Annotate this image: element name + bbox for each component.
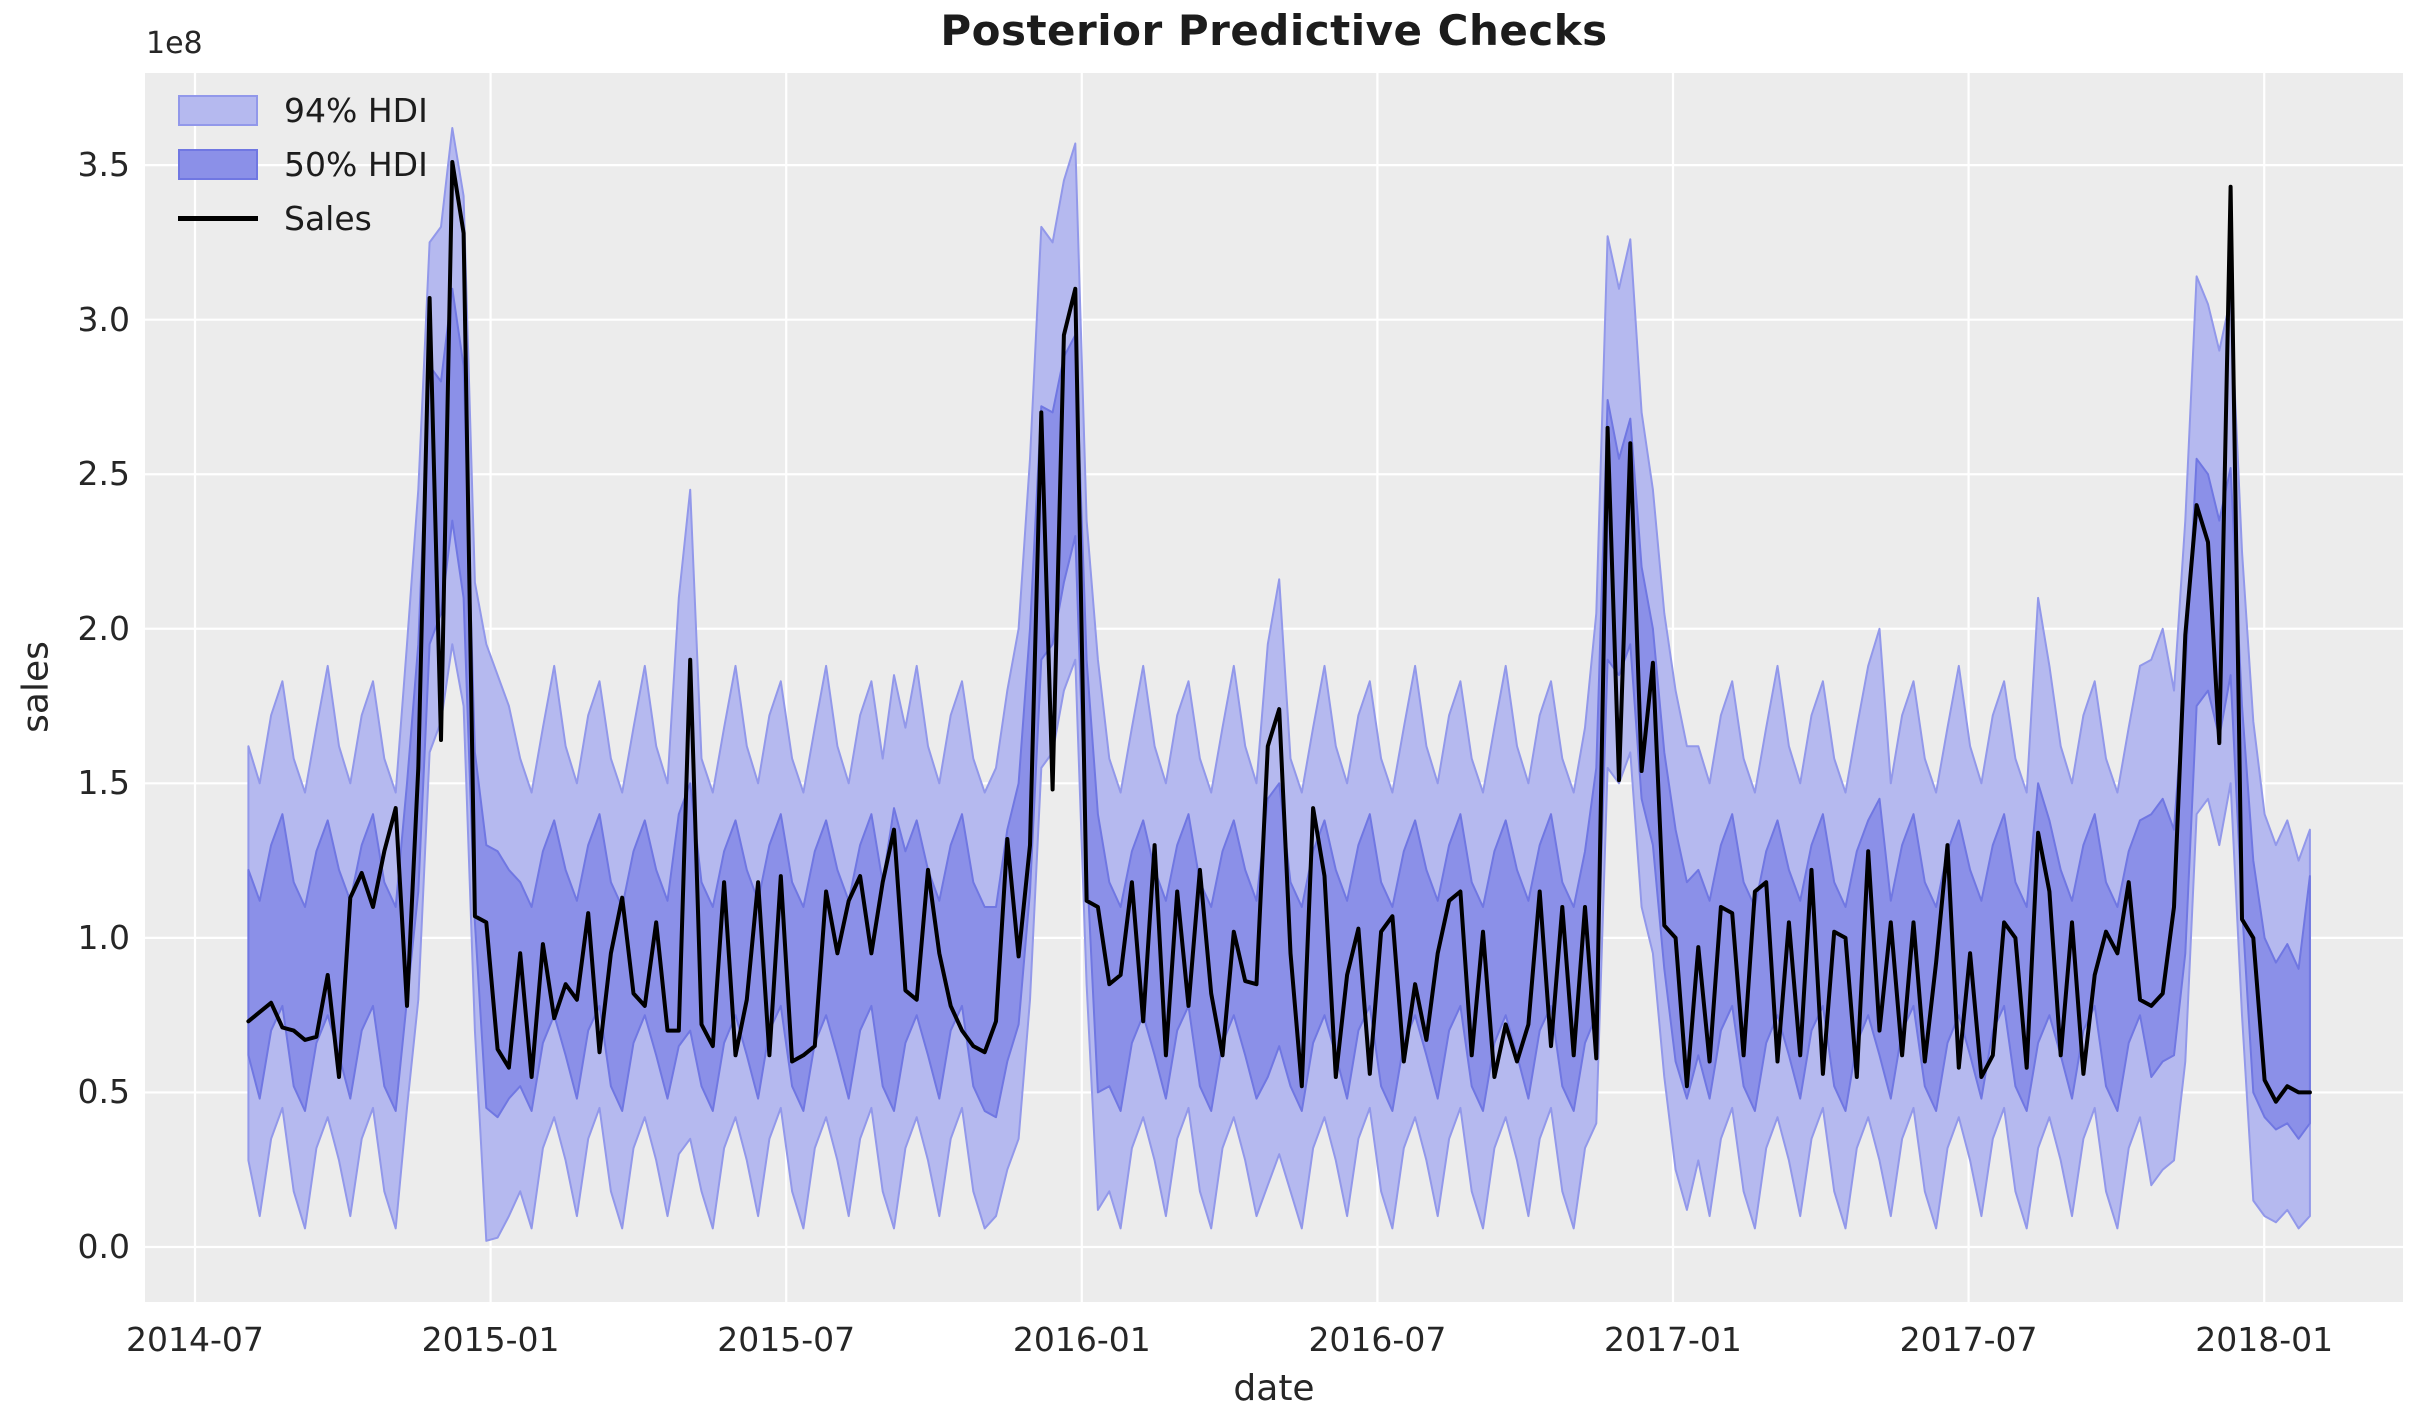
legend-swatch-50-hdi-icon bbox=[178, 148, 258, 180]
x-tick-label: 2016-07 bbox=[1308, 1320, 1447, 1359]
y-tick-label: 1.5 bbox=[77, 763, 130, 803]
chart-title: Posterior Predictive Checks bbox=[940, 6, 1608, 55]
x-tick-label: 2015-07 bbox=[717, 1320, 856, 1359]
legend-swatch-94-hdi-icon bbox=[178, 94, 258, 126]
x-tick-label: 2017-07 bbox=[1899, 1320, 2038, 1359]
x-tick-label: 2016-01 bbox=[1012, 1320, 1151, 1359]
x-tick-label: 2014-07 bbox=[126, 1320, 264, 1359]
legend-label-50-hdi: 50% HDI bbox=[284, 144, 428, 184]
legend-item-94-hdi: 94% HDI bbox=[178, 90, 428, 130]
band-50-hdi bbox=[247, 287, 2311, 1140]
y-tick-label: 2.5 bbox=[77, 454, 130, 494]
x-tick-label: 2018-01 bbox=[2195, 1320, 2334, 1359]
x-tick-label: 2015-01 bbox=[421, 1320, 560, 1359]
legend-swatch-sales-line-icon bbox=[178, 215, 258, 221]
y-axis-offset-text: 1e8 bbox=[146, 26, 203, 61]
y-tick-label: 0.5 bbox=[77, 1072, 130, 1112]
sales-line bbox=[246, 160, 2312, 1104]
y-tick-label: 3.5 bbox=[77, 145, 130, 185]
y-tick-label: 2.0 bbox=[77, 608, 130, 648]
legend-label-94-hdi: 94% HDI bbox=[284, 90, 428, 130]
y-tick-label: 0.0 bbox=[77, 1226, 130, 1266]
legend: 94% HDI 50% HDI Sales bbox=[178, 90, 428, 238]
y-axis-label: sales bbox=[15, 641, 57, 733]
x-axis-label: date bbox=[1233, 1368, 1315, 1409]
legend-item-sales: Sales bbox=[178, 198, 428, 238]
legend-label-sales: Sales bbox=[284, 198, 372, 238]
x-tick-label: 2017-01 bbox=[1604, 1320, 1742, 1359]
legend-item-50-hdi: 50% HDI bbox=[178, 144, 428, 184]
y-tick-label: 1.0 bbox=[77, 917, 130, 957]
y-tick-label: 3.0 bbox=[77, 299, 130, 339]
